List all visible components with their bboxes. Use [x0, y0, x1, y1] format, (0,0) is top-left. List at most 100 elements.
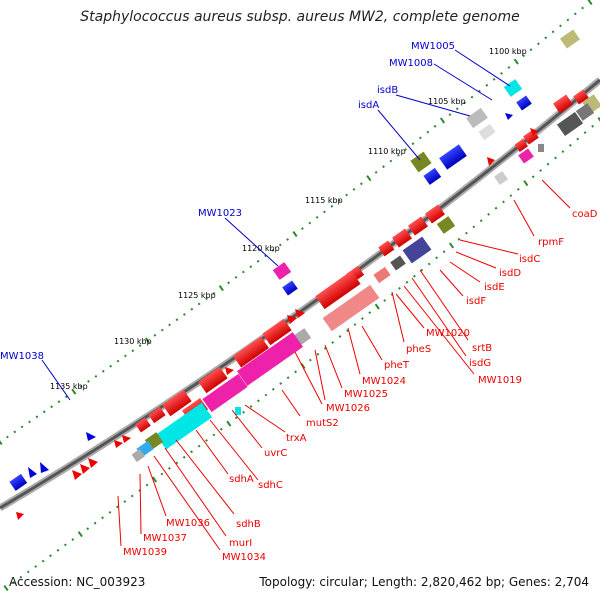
gene-red-end	[16, 512, 24, 520]
gene-rr2	[530, 128, 538, 136]
inner-leaders	[117, 179, 571, 551]
minor-tick	[583, 131, 587, 134]
gene-grey2	[478, 123, 496, 141]
gene-rr	[487, 157, 495, 166]
gene-label[interactable]: pheS	[406, 344, 431, 355]
gene-blue7	[9, 473, 28, 491]
minor-tick	[160, 472, 164, 476]
gene-label[interactable]: coaD	[572, 209, 598, 220]
gene-grey3	[538, 144, 544, 152]
major-tick	[226, 420, 232, 427]
gene-label[interactable]: MW1019	[478, 375, 522, 386]
gene-label[interactable]: srtB	[472, 343, 492, 354]
minor-tick	[79, 385, 83, 388]
gene-blue	[516, 95, 532, 111]
gene-r-tri4	[122, 435, 131, 443]
minor-tick	[433, 124, 437, 128]
gene-r-tri2	[295, 309, 305, 318]
minor-tick	[529, 48, 533, 52]
minor-tick	[516, 188, 520, 191]
gene-label[interactable]: sdhB	[236, 519, 261, 530]
gene-blue-small	[505, 113, 513, 120]
minor-tick	[242, 270, 245, 274]
minor-tick	[278, 243, 282, 247]
minor-tick	[316, 352, 320, 356]
gene-isdB	[466, 107, 488, 129]
minor-tick	[470, 95, 474, 99]
gene-label[interactable]: isdB	[377, 85, 398, 96]
minor-tick	[561, 150, 565, 153]
minor-tick	[249, 265, 253, 269]
minor-tick	[50, 405, 53, 409]
gene-label[interactable]: MW1025	[344, 389, 388, 400]
minor-tick	[168, 467, 171, 470]
gene-rpmF	[514, 138, 528, 152]
minor-tick	[338, 335, 342, 338]
gene-label[interactable]: MW1038	[0, 351, 44, 362]
minor-tick	[116, 359, 120, 363]
major-tick	[374, 303, 380, 310]
gene-pheS	[315, 270, 361, 310]
gene-label[interactable]: MW1024	[362, 376, 406, 387]
minor-tick	[509, 194, 513, 197]
minor-tick	[271, 387, 275, 391]
outer-leaders	[41, 49, 511, 401]
minor-tick	[279, 382, 283, 385]
minor-tick	[6, 435, 9, 439]
gene-label[interactable]: MW1005	[411, 41, 455, 52]
gene-label[interactable]: rpmF	[538, 237, 564, 248]
minor-tick	[168, 323, 171, 327]
gene-label[interactable]: MW1036	[166, 518, 210, 529]
gene-label[interactable]: isdC	[519, 254, 540, 265]
minor-tick	[57, 400, 61, 404]
gene-label[interactable]: sdhA	[229, 474, 254, 485]
minor-tick	[257, 399, 260, 403]
gene-label[interactable]: sdhC	[258, 480, 283, 491]
gene-label[interactable]: murI	[229, 538, 252, 549]
minor-tick	[455, 107, 459, 111]
gene-r2	[573, 89, 589, 105]
gene-label[interactable]: MW1034	[222, 552, 266, 563]
minor-tick	[256, 259, 260, 263]
minor-tick	[463, 101, 466, 105]
accession-text: Accession: NC_003923	[9, 575, 146, 589]
gene-label[interactable]: MW1023	[198, 208, 242, 219]
gene-label[interactable]: MW1020	[426, 328, 470, 339]
minor-tick	[361, 317, 364, 320]
gene-label[interactable]: MW1008	[389, 58, 433, 69]
gene-label[interactable]: uvrC	[264, 448, 287, 459]
minor-tick	[264, 393, 268, 397]
gene-label[interactable]: mutS2	[306, 418, 339, 429]
gene-label[interactable]: MW1037	[143, 533, 187, 544]
gene-MW1023	[272, 262, 292, 280]
gene-label[interactable]: isdG	[469, 358, 491, 369]
gene-label[interactable]: MW1026	[326, 403, 370, 414]
gene-label[interactable]: isdA	[358, 100, 379, 111]
gene-label[interactable]: isdF	[466, 296, 486, 307]
gene-r-tri6	[88, 458, 98, 468]
major-tick	[77, 531, 83, 538]
minor-tick	[190, 450, 193, 454]
minor-tick	[49, 554, 52, 558]
minor-tick	[182, 455, 186, 459]
gene-r-tri7	[80, 464, 90, 474]
gene-label[interactable]: MW1039	[123, 547, 167, 558]
outer-labels: MW1005 MW1008 isdB isdA MW1023 MW1038	[0, 41, 455, 362]
minor-tick	[323, 210, 326, 214]
gene-dgrey2	[575, 103, 595, 121]
minor-tick	[522, 54, 525, 58]
minor-tick	[383, 299, 387, 302]
minor-tick	[190, 307, 194, 311]
gene-label[interactable]: isdD	[499, 268, 521, 279]
gene-label[interactable]: isdE	[484, 282, 505, 293]
minor-tick	[472, 225, 476, 229]
gene-r-tri1	[287, 315, 297, 324]
gene-pink	[518, 148, 534, 164]
minor-tick	[138, 344, 142, 347]
minor-tick	[426, 130, 430, 134]
gene-label[interactable]: trxA	[286, 433, 307, 444]
minor-tick	[368, 311, 372, 314]
gene-label[interactable]: pheT	[384, 360, 410, 371]
gene-red-j	[135, 417, 151, 433]
